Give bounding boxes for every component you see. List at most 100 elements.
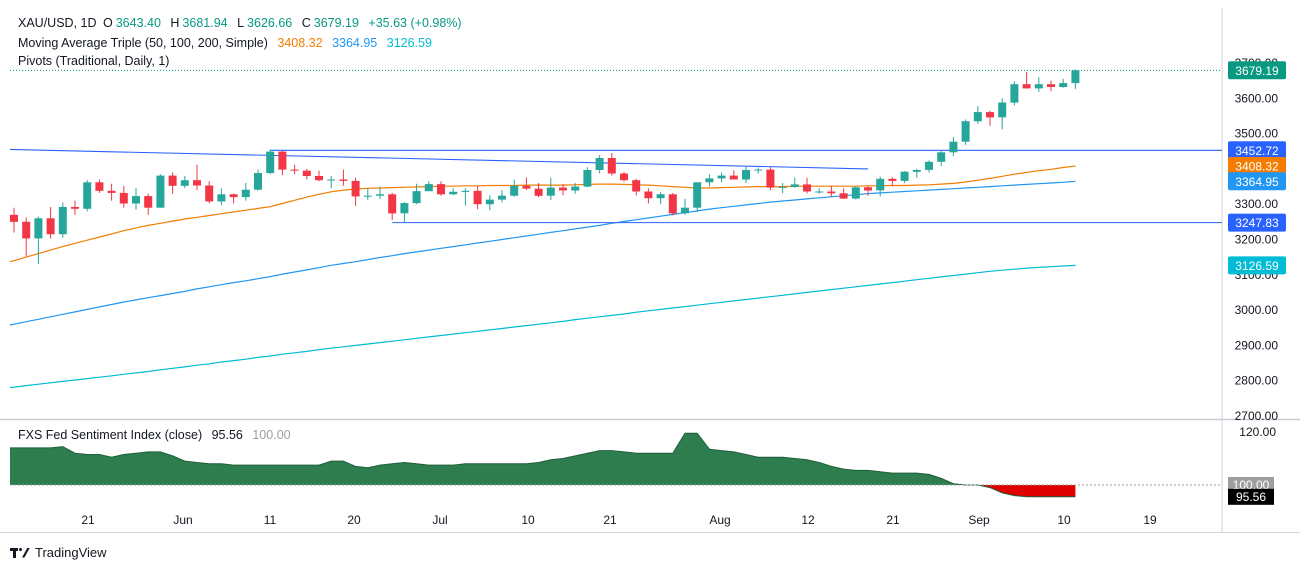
price-tick-label: 3600.00 [1235,91,1279,105]
price-tag-label: 3364.95 [1235,175,1279,189]
candle-body [705,178,714,183]
sentiment-tag: 95.56 [1228,488,1274,505]
candle-body [461,190,470,192]
candle [449,188,458,196]
candle-body [742,170,750,180]
candle-body [278,151,287,170]
candle [412,183,421,205]
pivots-legend: Pivots (Traditional, Daily, 1) [18,54,172,68]
candle [595,155,604,174]
candle [644,188,653,204]
candle-body [449,191,458,195]
candle-body [119,192,128,204]
candle [851,186,860,200]
time-tick-label: Aug [709,513,730,527]
time-tick-label: 20 [347,513,361,527]
candle [778,183,787,194]
sentiment-area-positive [10,433,1076,485]
high-value: 3681.94 [182,16,228,30]
candle-body [607,158,616,174]
candle [681,198,689,215]
candle [1034,77,1043,92]
candle-body [498,195,506,200]
candle [986,110,994,126]
candle-body [644,191,653,199]
time-tick-label: 12 [801,513,815,527]
candle [363,188,372,200]
price-tag: 3126.59 [1228,256,1286,275]
time-tick-label: Jul [432,513,447,527]
candle-body [339,179,348,181]
candle [827,185,836,197]
candle-body [668,194,677,214]
candle [144,193,153,215]
candle-body [400,203,409,214]
ma200-value: 3126.59 [386,36,432,50]
candle [193,164,201,191]
candle [388,192,397,221]
candle-body [1010,84,1019,103]
candle-body [180,180,189,186]
candle [668,192,677,216]
candle [742,165,750,184]
candle [107,183,116,201]
candle [754,167,763,174]
candle [241,183,250,201]
candle-body [22,221,31,239]
candle-body [546,187,555,196]
price-tag-box [1228,141,1286,160]
candle-body [10,214,18,222]
candle [912,168,921,178]
time-tick-label: Sep [968,513,990,527]
candle [498,190,506,203]
sentiment-legend: FXS Fed Sentiment Index (close) 95.56 10… [18,428,294,442]
candle-body [986,112,994,118]
candle-body [766,169,775,188]
candle-body [388,194,397,214]
symbol-label: XAU/USD, 1D [18,16,97,30]
sentiment-line [10,432,1076,498]
candle-body [510,185,519,196]
tradingview-logo-icon [10,547,30,558]
candle [217,188,226,205]
candle [998,98,1007,130]
price-tick-label: 3300.00 [1235,197,1279,211]
candle [266,149,275,175]
candle [485,195,494,211]
candle [168,172,177,194]
descending-trendline [9,148,869,170]
time-tick-label: Jun [173,513,192,527]
price-tag-box [1228,61,1286,80]
candle [22,217,31,257]
candle [534,183,543,198]
candle-body [437,184,445,195]
candle [71,200,79,215]
candle-body [864,187,872,191]
candle [937,150,946,167]
candle [315,170,323,182]
candle [119,185,128,208]
time-tick-label: 21 [603,513,617,527]
candle [10,207,18,233]
sentiment-tag-label: 100.00 [1233,478,1270,492]
candle-body [156,175,165,208]
candles [10,69,1080,265]
candle [522,177,531,191]
candle-body [717,175,726,179]
candle-body [363,195,372,197]
ma100-line [9,180,1076,326]
candle [400,202,409,224]
open-value: 3643.40 [115,16,161,30]
candle [864,186,872,196]
candle-body [571,186,580,191]
candle-body [790,184,799,187]
candle-body [534,188,543,196]
candle-body [583,170,592,187]
candle-body [729,175,738,180]
candle [132,187,140,210]
ma-legend: Moving Average Triple (50, 100, 200, Sim… [18,36,435,50]
candle-body [595,158,604,170]
candle [607,153,616,176]
candle-body [351,180,360,197]
